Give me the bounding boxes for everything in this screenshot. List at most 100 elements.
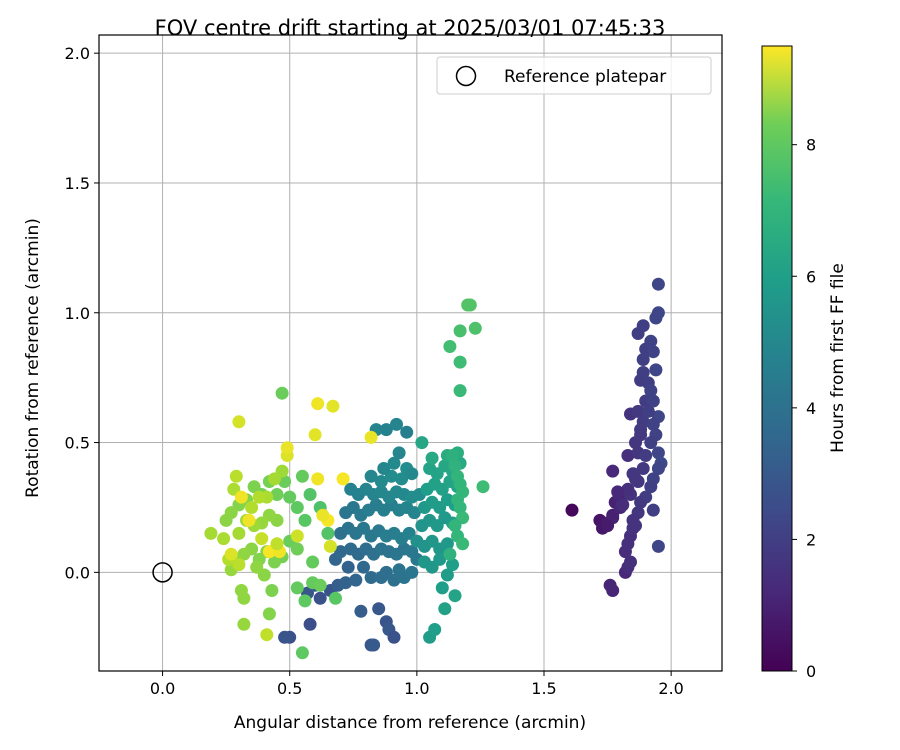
- y-tick-label: 0.5: [65, 434, 90, 453]
- data-point: [321, 526, 335, 540]
- data-point: [387, 456, 401, 470]
- data-point: [636, 353, 650, 366]
- data-point: [268, 472, 281, 486]
- data-point: [646, 417, 660, 431]
- colorbar-tick-label: 0: [806, 662, 816, 681]
- data-point: [316, 508, 330, 522]
- data-point: [616, 498, 630, 512]
- colorbar-tick-label: 8: [806, 136, 816, 155]
- data-point: [326, 399, 340, 413]
- x-tick-label: 1.0: [404, 679, 429, 698]
- data-point: [290, 542, 304, 556]
- data-point: [621, 482, 635, 496]
- legend-box: [436, 56, 712, 95]
- data-point: [565, 503, 579, 517]
- data-point: [357, 560, 370, 574]
- colorbar-tick-label: 2: [806, 530, 816, 549]
- data-point: [463, 298, 477, 312]
- data-point: [651, 462, 665, 475]
- data-point: [407, 506, 421, 520]
- data-point: [636, 462, 650, 475]
- data-point: [405, 565, 419, 579]
- data-point: [456, 537, 470, 551]
- x-axis: 0.0 0.5 1.0 1.5 2.0: [150, 671, 684, 698]
- data-point: [453, 384, 467, 398]
- data-point: [448, 459, 462, 473]
- data-point: [433, 552, 447, 566]
- data-point: [283, 490, 297, 504]
- data-point: [651, 277, 665, 291]
- data-point: [621, 449, 635, 462]
- data-point: [298, 594, 312, 608]
- y-tick-label: 1.0: [65, 304, 90, 323]
- data-point: [440, 568, 454, 582]
- data-point: [336, 472, 350, 486]
- data-point: [364, 469, 378, 483]
- legend-marker: [455, 65, 477, 87]
- data-points: [204, 277, 668, 660]
- data-point: [303, 488, 317, 501]
- data-point: [234, 490, 248, 504]
- colorbar-tick-label: 6: [806, 267, 816, 286]
- data-point: [446, 449, 459, 462]
- legend-label: Reference platepar: [504, 67, 666, 87]
- data-point: [641, 404, 655, 418]
- x-tick-label: 0.0: [150, 679, 175, 698]
- data-point: [606, 584, 620, 597]
- data-point: [268, 555, 281, 569]
- data-point: [646, 394, 660, 408]
- data-point: [303, 617, 317, 631]
- data-point: [232, 558, 246, 572]
- data-point: [313, 578, 327, 592]
- data-point: [443, 340, 457, 353]
- colorbar-label: Hours from first FF file: [828, 263, 848, 453]
- data-point: [651, 446, 665, 460]
- data-point: [224, 547, 238, 561]
- data-point: [367, 638, 381, 652]
- data-point: [453, 501, 467, 514]
- data-point: [646, 345, 660, 359]
- data-point: [247, 480, 261, 494]
- y-tick-label: 2.0: [65, 44, 90, 63]
- data-point: [646, 503, 660, 517]
- data-point: [435, 581, 449, 595]
- y-tick-label: 0.0: [65, 563, 90, 582]
- data-point: [364, 571, 378, 584]
- data-point: [341, 560, 355, 574]
- data-point: [634, 495, 648, 509]
- data-point: [278, 630, 292, 644]
- data-point: [425, 451, 439, 465]
- data-point: [334, 545, 348, 559]
- data-point: [405, 467, 419, 481]
- colorbar-tick-label: 4: [806, 399, 816, 418]
- plot-frame: [98, 34, 723, 672]
- data-point: [298, 513, 312, 527]
- data-point: [395, 472, 409, 486]
- data-point: [438, 602, 452, 616]
- reference-point: [152, 562, 173, 583]
- data-point: [636, 415, 650, 429]
- data-point: [364, 430, 378, 444]
- data-point: [606, 464, 620, 478]
- data-point: [639, 449, 653, 462]
- data-point: [631, 404, 645, 418]
- data-point: [448, 589, 462, 603]
- data-point: [390, 417, 403, 431]
- y-axis-label: Rotation from reference (arcmin): [23, 218, 43, 498]
- data-point: [313, 591, 327, 605]
- x-tick-label: 1.5: [531, 679, 556, 698]
- data-point: [446, 558, 459, 572]
- data-point: [252, 490, 266, 504]
- colorbar-gradient: [761, 45, 793, 672]
- legend: Reference platepar: [436, 56, 712, 95]
- data-point: [392, 446, 406, 460]
- data-point: [255, 532, 269, 546]
- data-point: [651, 306, 665, 320]
- data-point: [339, 576, 353, 590]
- data-point: [323, 539, 337, 553]
- data-point: [624, 555, 637, 569]
- data-point: [280, 441, 294, 455]
- data-point: [354, 604, 368, 618]
- data-point: [217, 532, 231, 546]
- data-point: [232, 526, 246, 540]
